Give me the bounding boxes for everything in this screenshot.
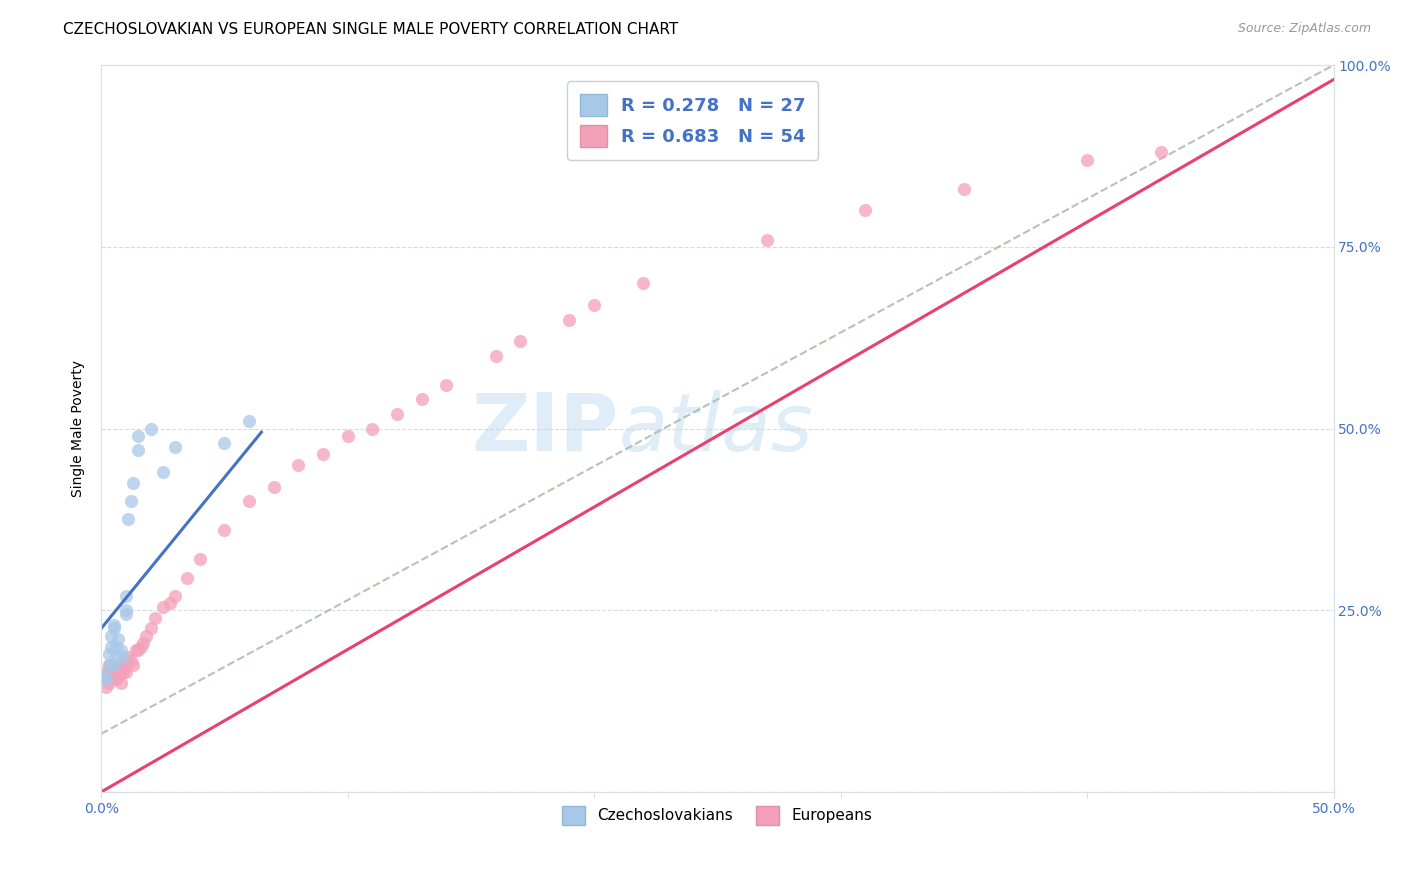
Text: atlas: atlas	[619, 390, 814, 467]
Point	[139, 421, 162, 435]
Point	[97, 657, 120, 672]
Point	[484, 349, 506, 363]
Y-axis label: Single Male Poverty: Single Male Poverty	[72, 360, 86, 497]
Point	[434, 378, 457, 392]
Point	[122, 657, 145, 672]
Point	[103, 622, 125, 636]
Point	[115, 657, 138, 672]
Point	[94, 673, 117, 687]
Point	[122, 476, 145, 491]
Point	[112, 654, 135, 668]
Point	[953, 182, 976, 196]
Point	[115, 607, 138, 621]
Point	[755, 233, 778, 247]
Point	[105, 650, 128, 665]
Point	[107, 657, 129, 672]
Point	[100, 640, 122, 654]
Point	[152, 465, 174, 479]
Point	[238, 414, 260, 428]
Point	[105, 640, 128, 654]
Point	[1150, 145, 1173, 160]
Point	[115, 589, 138, 603]
Point	[361, 421, 384, 435]
Point	[105, 661, 128, 675]
Point	[127, 429, 149, 443]
Point	[117, 650, 139, 665]
Point	[152, 599, 174, 614]
Point	[1076, 153, 1098, 167]
Point	[103, 661, 125, 675]
Text: CZECHOSLOVAKIAN VS EUROPEAN SINGLE MALE POVERTY CORRELATION CHART: CZECHOSLOVAKIAN VS EUROPEAN SINGLE MALE …	[63, 22, 679, 37]
Point	[110, 676, 132, 690]
Point	[93, 668, 115, 682]
Point	[103, 668, 125, 682]
Point	[238, 494, 260, 508]
Point	[263, 480, 285, 494]
Point	[100, 665, 122, 679]
Point	[165, 440, 187, 454]
Point	[159, 596, 181, 610]
Point	[583, 298, 606, 312]
Point	[132, 636, 155, 650]
Point	[112, 665, 135, 679]
Point	[120, 494, 142, 508]
Point	[145, 610, 167, 624]
Point	[287, 458, 309, 472]
Point	[120, 654, 142, 668]
Point	[115, 603, 138, 617]
Point	[112, 650, 135, 665]
Point	[336, 429, 359, 443]
Text: Source: ZipAtlas.com: Source: ZipAtlas.com	[1237, 22, 1371, 36]
Point	[94, 665, 117, 679]
Point	[107, 668, 129, 682]
Point	[100, 629, 122, 643]
Point	[385, 407, 408, 421]
Point	[107, 632, 129, 647]
Point	[94, 680, 117, 694]
Point	[117, 512, 139, 526]
Point	[125, 643, 148, 657]
Point	[97, 657, 120, 672]
Point	[558, 312, 581, 326]
Point	[127, 443, 149, 458]
Point	[103, 657, 125, 672]
Point	[176, 570, 198, 584]
Point	[214, 436, 236, 450]
Text: ZIP: ZIP	[471, 390, 619, 467]
Point	[93, 668, 115, 682]
Point	[165, 589, 187, 603]
Point	[411, 392, 433, 407]
Point	[97, 676, 120, 690]
Point	[105, 673, 128, 687]
Point	[100, 673, 122, 687]
Point	[97, 647, 120, 661]
Point	[110, 661, 132, 675]
Point	[214, 523, 236, 537]
Point	[110, 643, 132, 657]
Point	[633, 276, 655, 290]
Point	[139, 622, 162, 636]
Point	[115, 665, 138, 679]
Point	[509, 334, 531, 349]
Point	[188, 552, 211, 566]
Legend: Czechoslovakians, Europeans: Czechoslovakians, Europeans	[551, 795, 883, 835]
Point	[103, 617, 125, 632]
Point	[135, 629, 157, 643]
Point	[129, 640, 152, 654]
Point	[853, 203, 876, 218]
Point	[312, 447, 335, 461]
Point	[127, 643, 149, 657]
